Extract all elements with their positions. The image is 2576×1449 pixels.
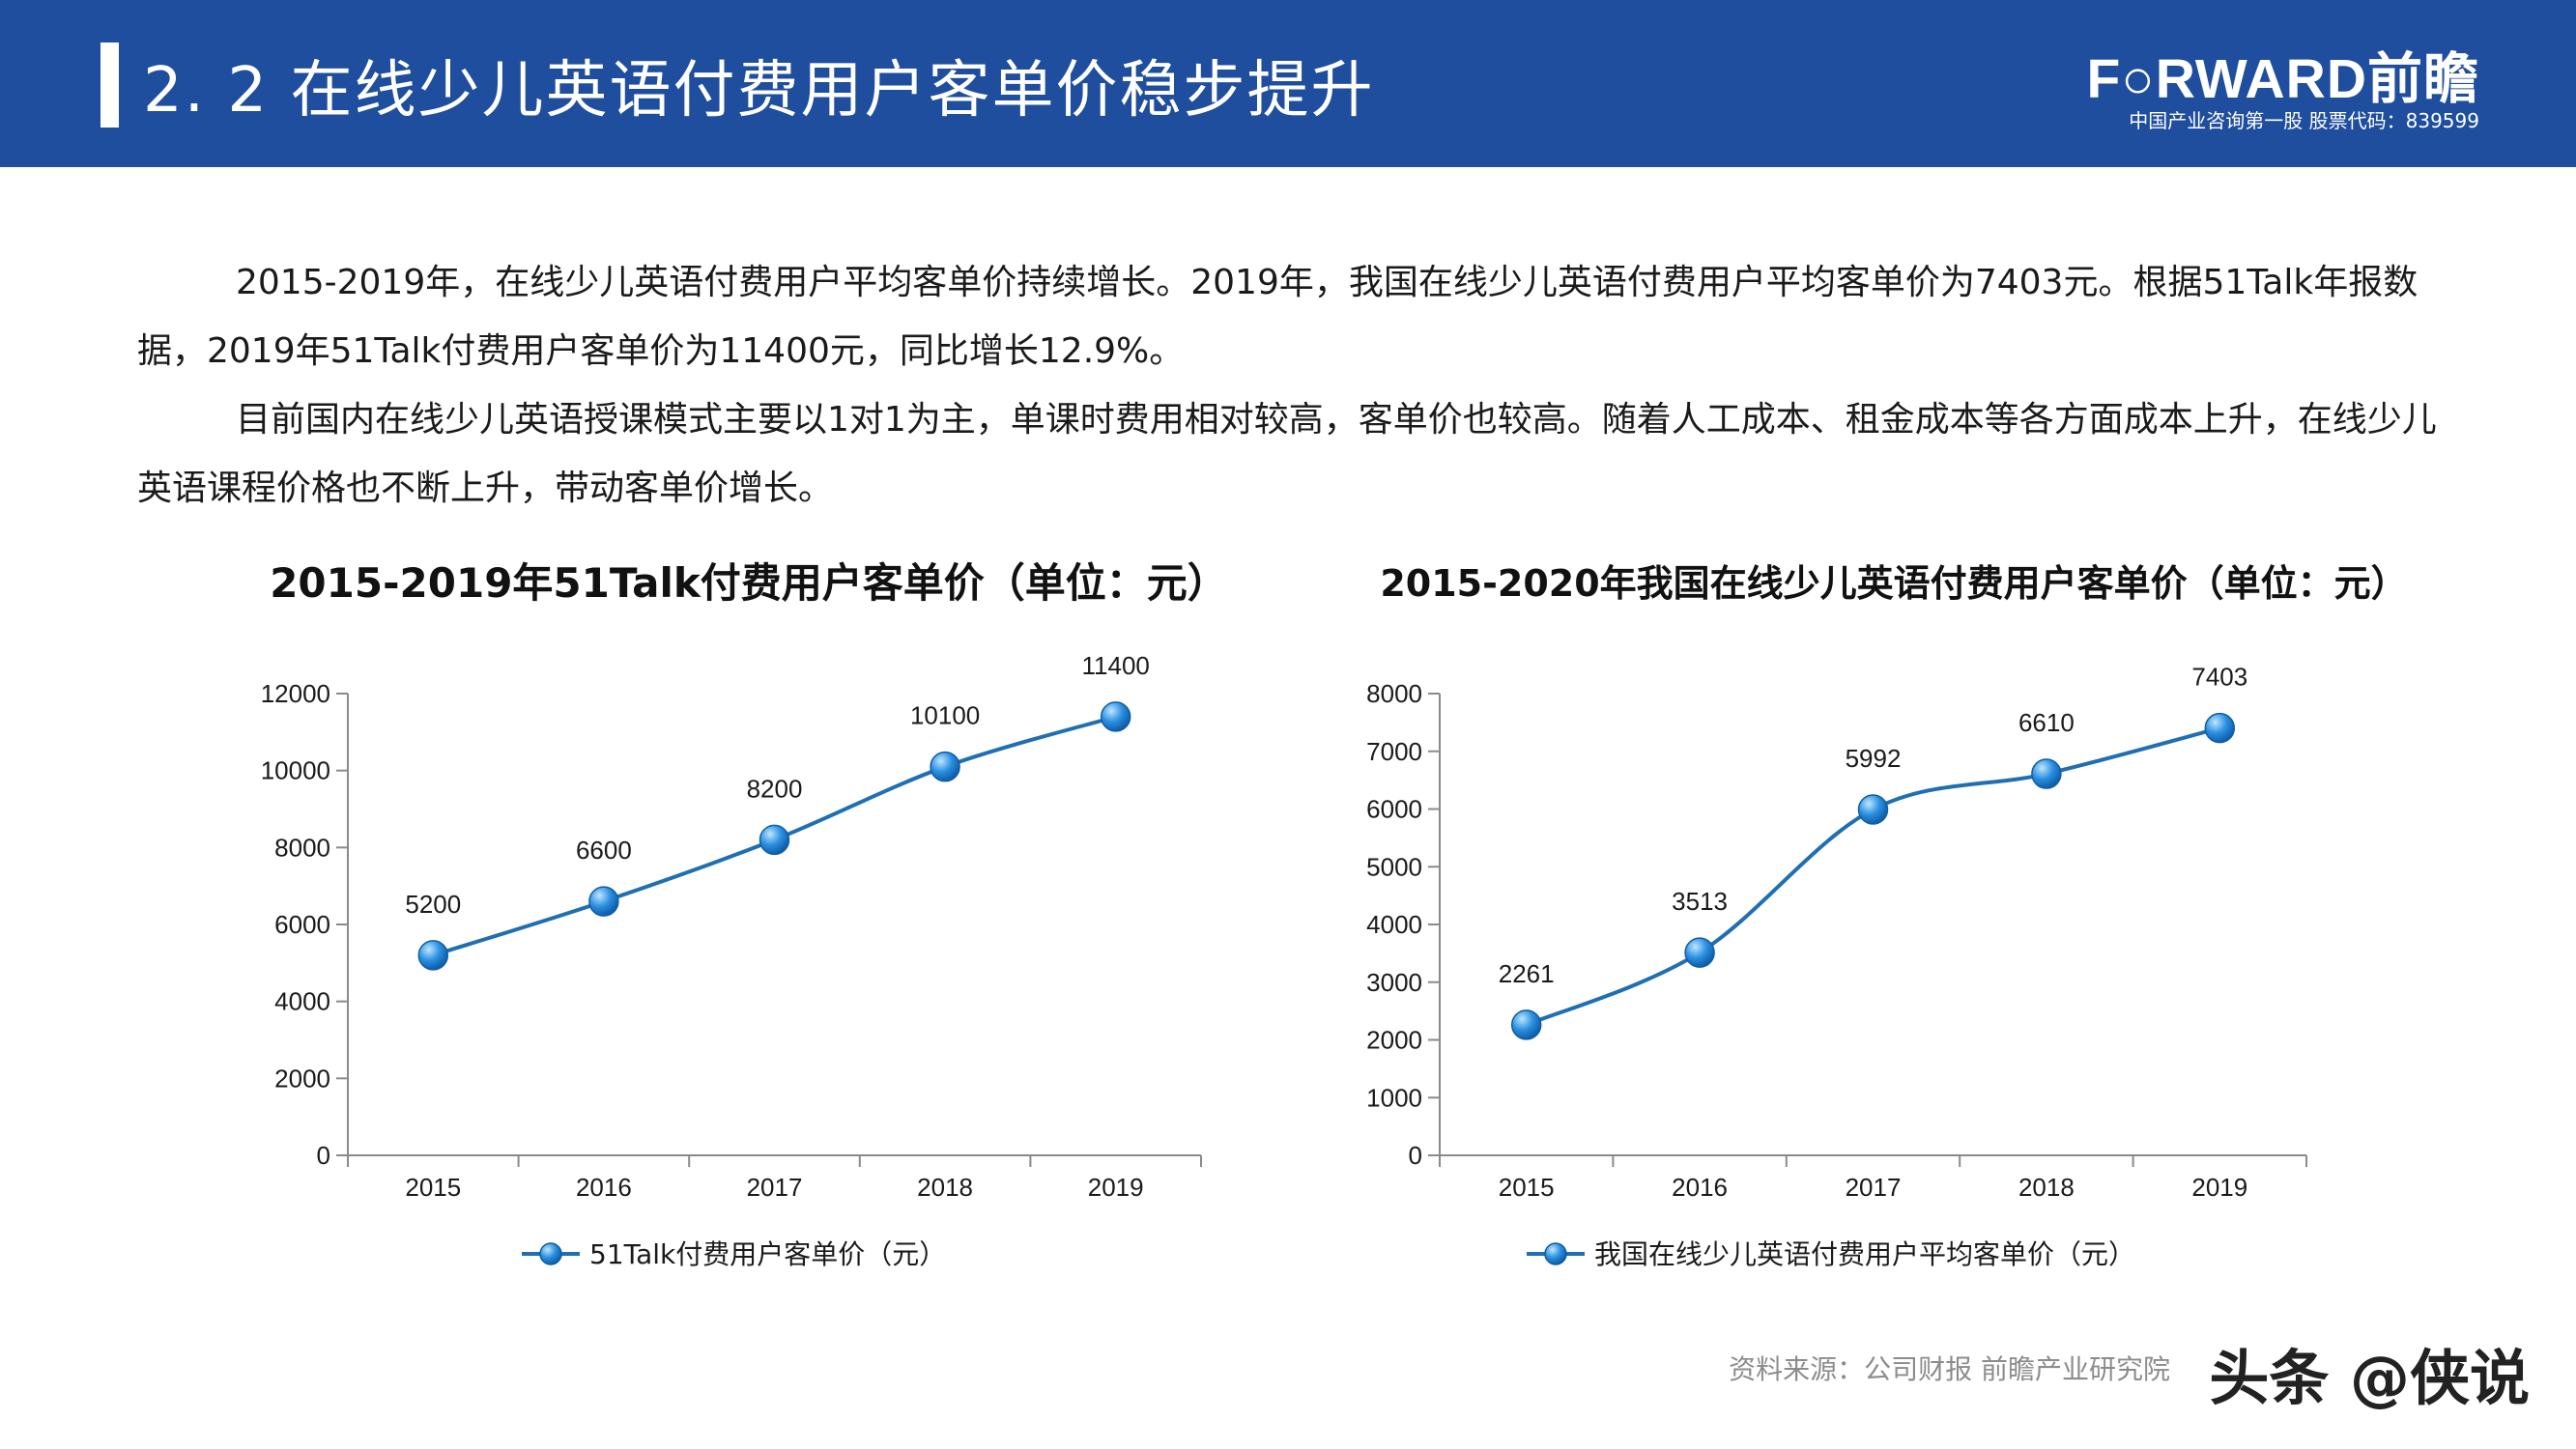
chart-2-data-point	[1857, 794, 1889, 825]
chart-2-x-tick-label: 2018	[2018, 1173, 2075, 1202]
chart-2-data-label: 6610	[2018, 708, 2075, 737]
chart-2-y-tick-label: 6000	[1366, 795, 1422, 824]
chart-2-data-label: 3513	[1672, 887, 1728, 916]
chart-2-y-tick-label: 3000	[1366, 968, 1422, 997]
chart-2-title: 2015-2020年我国在线少儿英语付费用户客单价（单位：元）	[1380, 562, 2408, 605]
chart-1-data-point	[930, 751, 960, 782]
chart-2-x-tick-label: 2015	[1499, 1173, 1555, 1202]
header-banner: 2. 2 在线少儿英语付费用户客单价稳步提升 F○RWARD前瞻 中国产业咨询第…	[0, 0, 2576, 167]
chart-2-legend-marker	[1544, 1242, 1567, 1265]
chart-2-y-tick-label: 8000	[1366, 679, 1422, 708]
title-accent-bar	[100, 43, 119, 128]
chart-1-x-tick-label: 2015	[405, 1173, 461, 1202]
chart-2-x-tick-label: 2019	[2191, 1173, 2247, 1202]
chart-1-data-label: 6600	[576, 836, 632, 865]
chart-2-y-tick-label: 2000	[1366, 1026, 1422, 1055]
chart-2-y-tick-label: 1000	[1366, 1083, 1422, 1112]
chart-1-y-tick-label: 2000	[274, 1064, 330, 1093]
chart-2-x-tick-label: 2017	[1846, 1173, 1902, 1202]
source-note: 资料来源：公司财报 前瞻产业研究院	[1729, 1353, 2170, 1385]
chart-1-legend-label: 51Talk付费用户客单价（元）	[589, 1238, 946, 1270]
chart-1-data-label: 8200	[747, 774, 803, 803]
chart-1-data-point	[588, 886, 619, 917]
brand-logo: F○RWARD前瞻 中国产业咨询第一股 股票代码：839599	[2086, 48, 2479, 135]
intro-paragraph-2: 目前国内在线少儿英语授课模式主要以1对1为主，单课时费用相对较高，客单价也较高。…	[137, 400, 2437, 508]
chart-2-data-label: 7403	[2191, 663, 2247, 692]
chart-2-legend-label: 我国在线少儿英语付费用户平均客单价（元）	[1594, 1238, 2135, 1270]
chart-2-data-label: 5992	[1846, 744, 1902, 773]
chart-2-data-point	[1684, 937, 1715, 968]
chart-1-data-label: 5200	[405, 890, 461, 919]
chart-1-y-tick-label: 4000	[274, 987, 330, 1016]
chart-1-x-tick-label: 2018	[917, 1173, 973, 1202]
chart-1-y-tick-label: 10000	[261, 756, 330, 785]
chart-1-y-tick-label: 0	[317, 1141, 330, 1170]
chart-1-data-point	[758, 824, 790, 856]
chart-1-legend-marker	[539, 1242, 562, 1265]
watermark-text: 头条 @侠说	[2209, 1343, 2530, 1413]
chart-1-x-tick-label: 2017	[747, 1173, 803, 1202]
brand-name: F○RWARD前瞻	[2086, 48, 2479, 110]
chart-1-data-point	[1100, 701, 1131, 732]
chart-1-title: 2015-2019年51Talk付费用户客单价（单位：元）	[270, 559, 1228, 607]
brand-name-cn: 前瞻	[2367, 47, 2479, 111]
chart-2-y-tick-label: 7000	[1366, 737, 1422, 766]
chart-1-data-label: 10100	[910, 701, 980, 730]
intro-paragraph-1: 2015-2019年，在线少儿英语付费用户平均客单价持续增长。2019年，我国在…	[137, 263, 2419, 371]
chart-2-y-tick-label: 0	[1409, 1141, 1422, 1170]
brand-tagline: 中国产业咨询第一股 股票代码：839599	[2129, 109, 2479, 132]
chart-2-x-tick-label: 2016	[1672, 1173, 1728, 1202]
chart-1-y-tick-label: 8000	[274, 833, 330, 862]
chart-2-y-tick-label: 5000	[1366, 852, 1422, 881]
brand-name-en: F○RWARD	[2086, 48, 2367, 110]
chart-1-x-tick-label: 2016	[576, 1173, 632, 1202]
chart-2-data-label: 2261	[1499, 959, 1555, 988]
chart-1-y-tick-label: 6000	[274, 910, 330, 939]
chart-1-x-tick-label: 2019	[1088, 1173, 1144, 1202]
chart-2-data-point	[1510, 1009, 1542, 1040]
chart-2-data-point	[2031, 758, 2062, 789]
chart-2-data-point	[2204, 712, 2236, 744]
chart-1-data-label: 11400	[1082, 651, 1150, 680]
chart-1-data-point	[417, 940, 449, 971]
chart-2-y-tick-label: 4000	[1366, 910, 1422, 939]
chart-1-y-tick-label: 12000	[261, 679, 330, 708]
page-title: 2. 2 在线少儿英语付费用户客单价稳步提升	[143, 55, 1375, 127]
